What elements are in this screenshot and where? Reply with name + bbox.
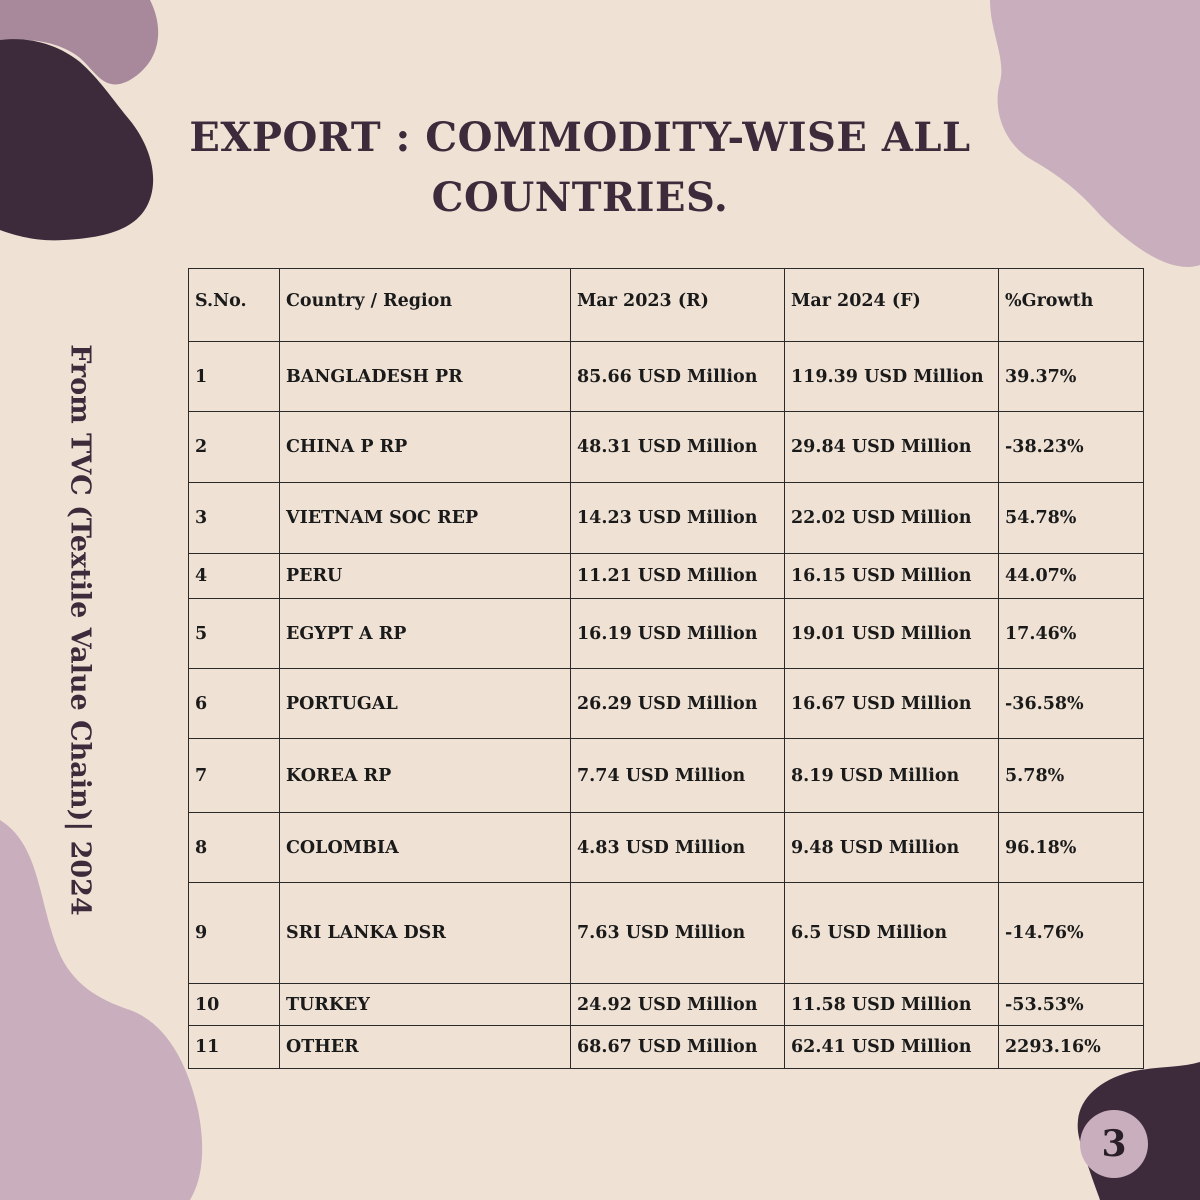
cell-sno: 1: [188, 341, 280, 412]
cell-country: PORTUGAL: [279, 668, 571, 739]
cell-sno: 7: [188, 738, 280, 813]
title-line-1: EXPORT : COMMODITY-WISE ALL: [189, 114, 971, 161]
cell-country: KOREA RP: [279, 738, 571, 813]
cell-mar-2023: 68.67 USD Million: [570, 1025, 785, 1069]
cell-sno: 8: [188, 812, 280, 883]
cell-mar-2024: 119.39 USD Million: [784, 341, 999, 412]
header-sno: S.No.: [188, 268, 280, 342]
cell-country: PERU: [279, 553, 571, 599]
table-row: 9 SRI LANKA DSR 7.63 USD Million 6.5 USD…: [188, 882, 1144, 984]
cell-country: COLOMBIA: [279, 812, 571, 883]
cell-mar-2024: 6.5 USD Million: [784, 882, 999, 984]
cell-growth: -53.53%: [998, 983, 1144, 1026]
table-row: 10 TURKEY 24.92 USD Million 11.58 USD Mi…: [188, 983, 1144, 1026]
cell-mar-2023: 24.92 USD Million: [570, 983, 785, 1026]
header-mar-2023: Mar 2023 (R): [570, 268, 785, 342]
page-number: 3: [1101, 1123, 1127, 1165]
cell-country: CHINA P RP: [279, 411, 571, 483]
table-row: 3 VIETNAM SOC REP 14.23 USD Million 22.0…: [188, 482, 1144, 554]
bottom-left-mauve-blob: [0, 820, 203, 1200]
cell-sno: 10: [188, 983, 280, 1026]
cell-country: OTHER: [279, 1025, 571, 1069]
table-row: 7 KOREA RP 7.74 USD Million 8.19 USD Mil…: [188, 738, 1144, 813]
table-row: 4 PERU 11.21 USD Million 16.15 USD Milli…: [188, 553, 1144, 599]
cell-mar-2024: 11.58 USD Million: [784, 983, 999, 1026]
cell-mar-2023: 14.23 USD Million: [570, 482, 785, 554]
cell-growth: 54.78%: [998, 482, 1144, 554]
cell-growth: 44.07%: [998, 553, 1144, 599]
header-growth: %Growth: [998, 268, 1144, 342]
cell-sno: 4: [188, 553, 280, 599]
cell-mar-2024: 16.67 USD Million: [784, 668, 999, 739]
cell-growth: -14.76%: [998, 882, 1144, 984]
cell-growth: 96.18%: [998, 812, 1144, 883]
page-title: EXPORT : COMMODITY-WISE ALL COUNTRIES.: [160, 108, 1000, 228]
cell-sno: 9: [188, 882, 280, 984]
cell-growth: 39.37%: [998, 341, 1144, 412]
cell-country: SRI LANKA DSR: [279, 882, 571, 984]
export-table: S.No. Country / Region Mar 2023 (R) Mar …: [188, 268, 1144, 1069]
cell-mar-2024: 62.41 USD Million: [784, 1025, 999, 1069]
table-header-row: S.No. Country / Region Mar 2023 (R) Mar …: [188, 268, 1144, 342]
cell-mar-2023: 48.31 USD Million: [570, 411, 785, 483]
top-left-plum-blob: [0, 39, 154, 241]
cell-country: EGYPT A RP: [279, 598, 571, 669]
header-country: Country / Region: [279, 268, 571, 342]
cell-growth: 17.46%: [998, 598, 1144, 669]
cell-mar-2024: 16.15 USD Million: [784, 553, 999, 599]
table-row: 1 BANGLADESH PR 85.66 USD Million 119.39…: [188, 341, 1144, 412]
cell-country: TURKEY: [279, 983, 571, 1026]
header-mar-2024: Mar 2024 (F): [784, 268, 999, 342]
cell-growth: -36.58%: [998, 668, 1144, 739]
source-caption: From TVC (Textile Value Chain)| 2024: [64, 344, 96, 916]
cell-sno: 11: [188, 1025, 280, 1069]
table-row: 2 CHINA P RP 48.31 USD Million 29.84 USD…: [188, 411, 1144, 483]
cell-mar-2023: 26.29 USD Million: [570, 668, 785, 739]
table-row: 11 OTHER 68.67 USD Million 62.41 USD Mil…: [188, 1025, 1144, 1069]
cell-mar-2023: 4.83 USD Million: [570, 812, 785, 883]
cell-sno: 5: [188, 598, 280, 669]
cell-mar-2023: 7.74 USD Million: [570, 738, 785, 813]
cell-mar-2024: 29.84 USD Million: [784, 411, 999, 483]
cell-mar-2024: 19.01 USD Million: [784, 598, 999, 669]
cell-growth: -38.23%: [998, 411, 1144, 483]
title-line-2: COUNTRIES.: [431, 174, 729, 221]
top-right-mauve-blob: [990, 0, 1200, 267]
cell-country: VIETNAM SOC REP: [279, 482, 571, 554]
top-left-mauve-blob: [0, 0, 159, 85]
cell-mar-2024: 9.48 USD Million: [784, 812, 999, 883]
cell-mar-2024: 22.02 USD Million: [784, 482, 999, 554]
cell-sno: 3: [188, 482, 280, 554]
cell-mar-2023: 85.66 USD Million: [570, 341, 785, 412]
cell-mar-2023: 7.63 USD Million: [570, 882, 785, 984]
cell-country: BANGLADESH PR: [279, 341, 571, 412]
page-number-badge: 3: [1080, 1110, 1148, 1178]
cell-growth: 2293.16%: [998, 1025, 1144, 1069]
table-row: 8 COLOMBIA 4.83 USD Million 9.48 USD Mil…: [188, 812, 1144, 883]
cell-mar-2023: 11.21 USD Million: [570, 553, 785, 599]
cell-mar-2023: 16.19 USD Million: [570, 598, 785, 669]
cell-mar-2024: 8.19 USD Million: [784, 738, 999, 813]
cell-sno: 2: [188, 411, 280, 483]
cell-sno: 6: [188, 668, 280, 739]
table-row: 5 EGYPT A RP 16.19 USD Million 19.01 USD…: [188, 598, 1144, 669]
table-row: 6 PORTUGAL 26.29 USD Million 16.67 USD M…: [188, 668, 1144, 739]
cell-growth: 5.78%: [998, 738, 1144, 813]
